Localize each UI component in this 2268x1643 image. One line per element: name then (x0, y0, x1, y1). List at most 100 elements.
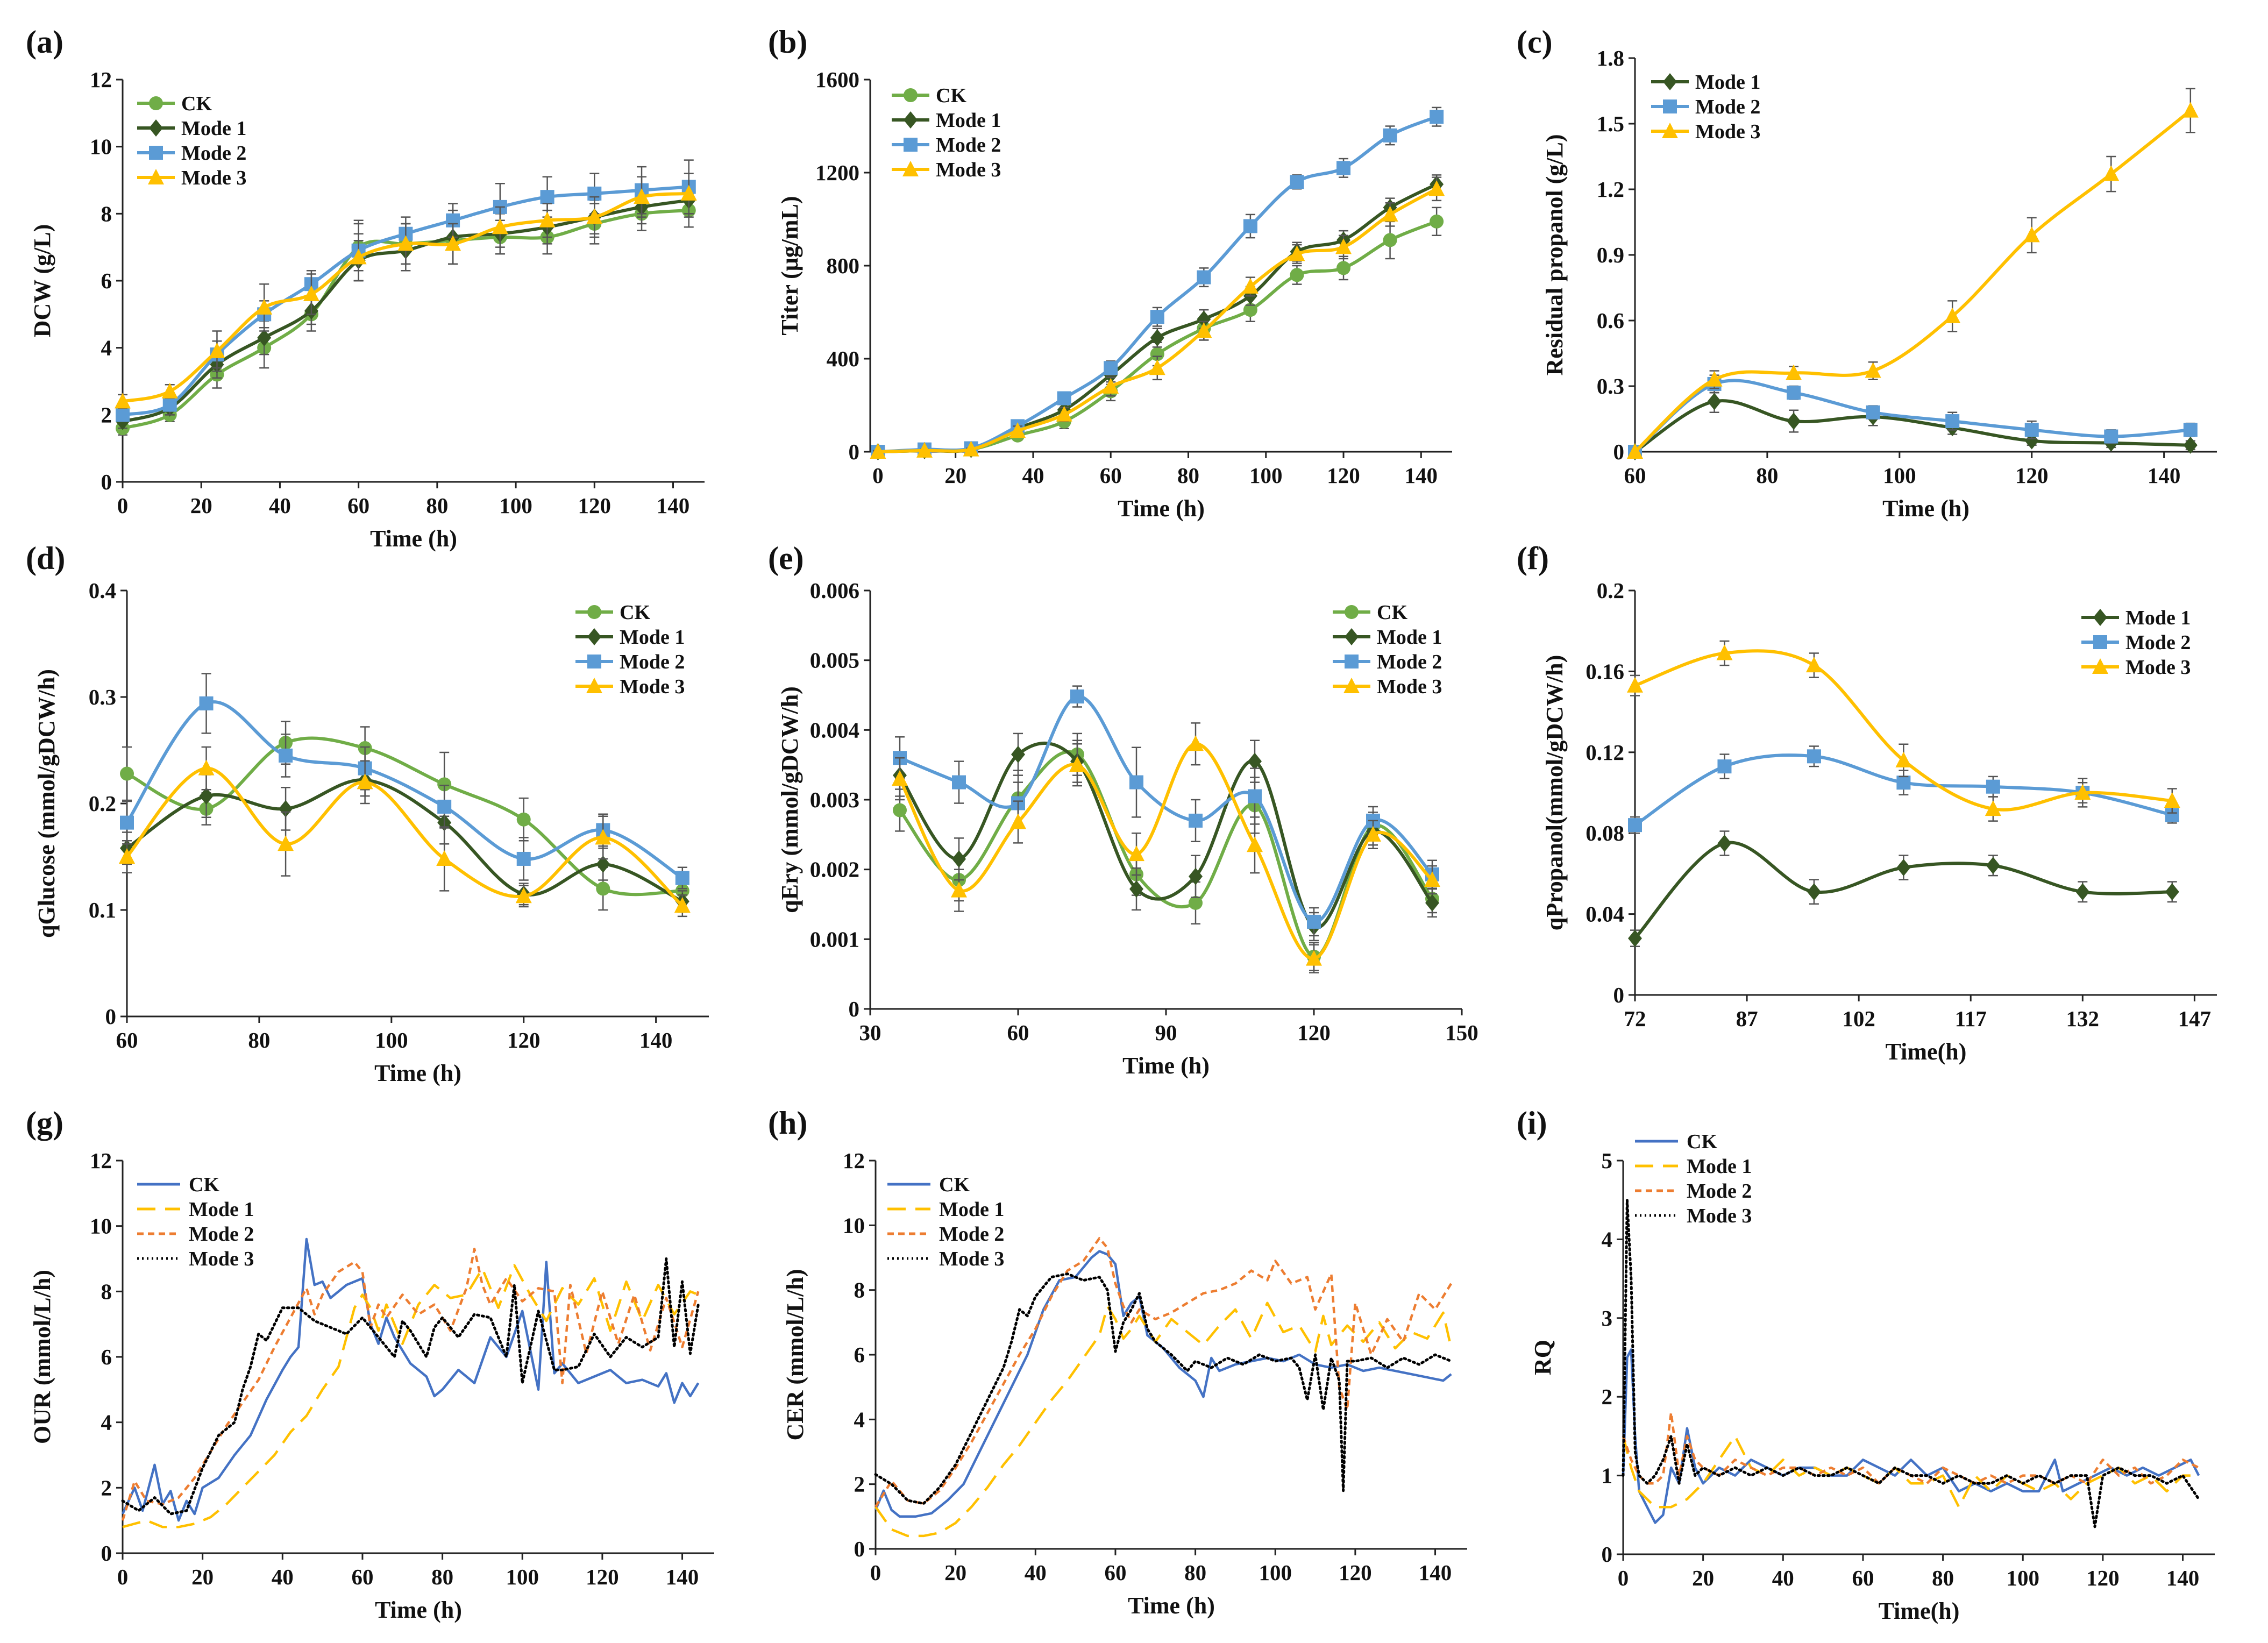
legend-marker (1662, 123, 1678, 138)
legend-item: Mode 2 (1651, 96, 1760, 118)
panel-label: (e) (768, 540, 804, 576)
y-tick-label: 12 (90, 1148, 112, 1173)
series-mode-1 (1628, 830, 2179, 948)
legend-marker (148, 169, 164, 184)
data-point (257, 329, 272, 346)
y-tick-label: 0 (101, 1541, 112, 1566)
data-point (1986, 779, 2000, 794)
legend-label: Mode 1 (1377, 626, 1442, 649)
y-axis-label: DCW (g/L) (29, 224, 55, 338)
x-tick-label: 0 (870, 1560, 881, 1585)
x-axis-label: Time(h) (1886, 1039, 1967, 1065)
panel-label: (a) (26, 24, 63, 60)
series-line (1622, 1411, 2200, 1485)
y-tick-label: 2 (101, 1475, 112, 1500)
data-point (1865, 362, 1881, 378)
data-point (1307, 914, 1321, 929)
x-tick-label: 60 (347, 493, 369, 518)
legend-item: Mode 1 (575, 626, 685, 649)
legend-marker (904, 138, 918, 152)
legend-label: Mode 1 (189, 1198, 254, 1221)
series-mode-3 (874, 1272, 1453, 1505)
series-mode-3 (1627, 88, 2199, 459)
data-point (1985, 800, 2001, 816)
series-mode-2 (1622, 1411, 2200, 1485)
x-tick-label: 0 (117, 1564, 129, 1589)
x-axis-label: Time (h) (1118, 495, 1205, 522)
legend-item: Mode 3 (1635, 1205, 1752, 1227)
data-point (1430, 110, 1444, 124)
legend-label: CK (939, 1173, 970, 1196)
data-point (115, 393, 131, 409)
data-point (515, 887, 532, 904)
legend-item: CK (1333, 601, 1407, 624)
x-tick-label: 72 (1624, 1006, 1646, 1031)
data-point (1196, 322, 1212, 338)
data-point (952, 850, 966, 868)
x-tick-label: 117 (1955, 1006, 1987, 1031)
x-tick-label: 120 (2015, 463, 2049, 488)
legend-label: Mode 2 (620, 651, 685, 673)
y-tick-label: 0.4 (89, 578, 116, 603)
legend-item: Mode 1 (2081, 607, 2191, 629)
x-tick-label: 60 (116, 1028, 138, 1052)
y-tick-label: 1200 (815, 160, 859, 185)
data-point (680, 184, 697, 201)
x-tick-label: 40 (269, 493, 291, 518)
series-line (874, 1250, 1452, 1518)
panel-e: (e) 0 0.001 0.002 0.003 0.004 0.005 0.006 30 60 90… (768, 540, 1478, 1079)
y-tick-label: 1600 (815, 67, 859, 92)
legend-marker (904, 88, 918, 102)
data-point (1070, 689, 1084, 704)
legend-item: Mode 3 (1333, 675, 1442, 698)
y-tick-label: 12 (843, 1148, 865, 1173)
data-point (540, 190, 554, 204)
x-tick-label: 80 (1177, 463, 1199, 488)
data-point (279, 748, 293, 763)
legend-label: Mode 2 (181, 142, 246, 165)
legend-item: Mode 3 (575, 675, 685, 698)
data-point (1787, 412, 1801, 430)
y-tick-label: 0.12 (1586, 740, 1624, 765)
data-point (1150, 310, 1164, 324)
data-point (596, 855, 610, 873)
data-point (445, 235, 461, 251)
panel-c: (c) 0 0.3 0.6 0.9 1.2 1.5 1.8 60 80 100 120 140 Time … (1517, 24, 2217, 522)
x-axis-label: Time (h) (374, 1060, 461, 1086)
y-tick-label: 0.003 (810, 787, 859, 812)
data-point (2023, 226, 2040, 243)
data-point (1425, 894, 1439, 912)
data-point (1627, 443, 1643, 459)
data-point (1243, 219, 1257, 233)
data-point (539, 211, 556, 227)
panel-label: (i) (1517, 1105, 1547, 1141)
y-tick-label: 0.006 (810, 578, 859, 603)
legend-item: CK (1635, 1130, 1717, 1153)
data-point (1716, 644, 1733, 660)
series-mode-1 (122, 1264, 699, 1528)
x-tick-label: 150 (1445, 1020, 1478, 1045)
panel-label: (g) (26, 1105, 63, 1141)
data-point (2165, 883, 2179, 901)
series-line (1622, 1435, 2199, 1509)
legend-item: Mode 2 (887, 1223, 1004, 1246)
x-tick-label: 140 (666, 1564, 699, 1589)
y-tick-label: 0.002 (810, 857, 859, 882)
data-point (2074, 784, 2091, 800)
x-tick-label: 100 (2006, 1566, 2039, 1590)
legend-item: Mode 1 (1651, 71, 1760, 94)
legend-item: Mode 1 (1635, 1155, 1752, 1178)
legend-item: Mode 3 (1651, 120, 1760, 143)
y-axis-label: RQ (1530, 1340, 1556, 1375)
legend-item: Mode 1 (137, 117, 246, 140)
y-axis-label: qGlucose (mmol/gDCW/h) (33, 669, 60, 938)
data-point (1243, 303, 1257, 317)
data-point (397, 235, 414, 251)
data-point (162, 397, 177, 412)
data-point (952, 775, 966, 790)
x-tick-label: 140 (657, 493, 690, 518)
y-tick-label: 0.001 (810, 927, 859, 951)
data-point (2104, 429, 2118, 444)
